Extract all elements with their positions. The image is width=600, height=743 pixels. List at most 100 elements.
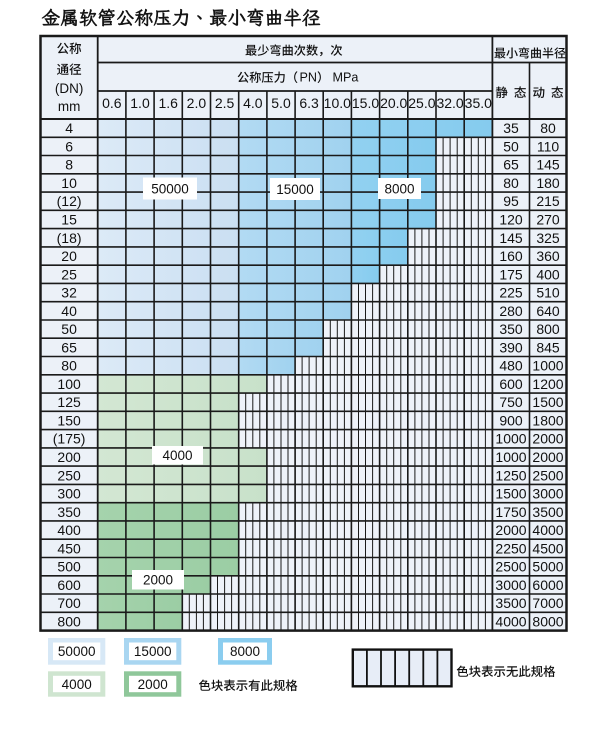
svg-text:120: 120 — [499, 212, 523, 228]
svg-text:40: 40 — [61, 303, 77, 319]
svg-text:25.0: 25.0 — [408, 95, 435, 111]
svg-text:1750: 1750 — [495, 504, 526, 520]
svg-text:35: 35 — [503, 120, 519, 136]
svg-text:2.0: 2.0 — [187, 95, 207, 111]
svg-text:mm: mm — [58, 99, 81, 114]
svg-text:250: 250 — [57, 467, 81, 483]
svg-text:400: 400 — [536, 266, 560, 282]
svg-text:8000: 8000 — [532, 613, 563, 629]
svg-text:32: 32 — [61, 285, 77, 301]
svg-text:(18): (18) — [57, 230, 82, 246]
svg-text:2500: 2500 — [532, 467, 563, 483]
svg-text:50000: 50000 — [151, 181, 189, 196]
svg-text:95: 95 — [503, 193, 519, 209]
svg-text:1.0: 1.0 — [130, 95, 150, 111]
svg-text:640: 640 — [536, 303, 560, 319]
svg-text:390: 390 — [499, 339, 523, 355]
svg-text:1000: 1000 — [495, 431, 526, 447]
svg-text:1200: 1200 — [532, 376, 563, 392]
svg-text:500: 500 — [57, 559, 81, 575]
svg-text:5000: 5000 — [532, 559, 563, 575]
svg-text:20.0: 20.0 — [380, 95, 407, 111]
svg-text:10: 10 — [61, 175, 77, 191]
svg-text:65: 65 — [503, 157, 519, 173]
svg-text:4000: 4000 — [532, 522, 563, 538]
svg-text:50: 50 — [503, 138, 519, 154]
svg-text:4.0: 4.0 — [243, 95, 263, 111]
svg-text:MPa: MPa — [333, 71, 359, 85]
svg-text:2000: 2000 — [138, 677, 168, 692]
svg-text:2000: 2000 — [495, 522, 526, 538]
svg-text:800: 800 — [536, 321, 560, 337]
svg-text:3000: 3000 — [532, 486, 563, 502]
svg-text:200: 200 — [57, 449, 81, 465]
svg-text:145: 145 — [499, 230, 523, 246]
svg-text:2000: 2000 — [143, 573, 173, 588]
svg-text:8000: 8000 — [230, 644, 260, 659]
svg-text:0.6: 0.6 — [102, 95, 122, 111]
svg-text:80: 80 — [503, 175, 519, 191]
svg-text:160: 160 — [499, 248, 523, 264]
svg-text:480: 480 — [499, 358, 523, 374]
svg-text:1500: 1500 — [532, 394, 563, 410]
svg-text:450: 450 — [57, 540, 81, 556]
svg-text:6000: 6000 — [532, 577, 563, 593]
svg-text:80: 80 — [61, 358, 77, 374]
svg-text:(12): (12) — [57, 193, 82, 209]
svg-text:225: 225 — [499, 285, 523, 301]
svg-text:175: 175 — [499, 266, 523, 282]
svg-text:8: 8 — [65, 157, 73, 173]
svg-text:32.0: 32.0 — [436, 95, 463, 111]
svg-text:100: 100 — [57, 376, 81, 392]
svg-text:3000: 3000 — [495, 577, 526, 593]
svg-text:15.0: 15.0 — [352, 95, 379, 111]
svg-text:110: 110 — [537, 138, 560, 154]
svg-text:180: 180 — [536, 175, 560, 191]
svg-text:510: 510 — [536, 285, 560, 301]
svg-text:25: 25 — [61, 266, 77, 282]
svg-text:300: 300 — [57, 486, 81, 502]
svg-text:2000: 2000 — [532, 431, 563, 447]
svg-text:400: 400 — [57, 522, 81, 538]
svg-text:PN: PN — [300, 71, 318, 85]
svg-text:1000: 1000 — [532, 358, 563, 374]
svg-text:1000: 1000 — [495, 449, 526, 465]
svg-text:6: 6 — [65, 138, 73, 154]
svg-text:50: 50 — [61, 321, 77, 337]
svg-text:215: 215 — [536, 193, 560, 209]
svg-text:125: 125 — [57, 394, 81, 410]
svg-text:(DN): (DN) — [55, 81, 84, 96]
svg-text:845: 845 — [536, 339, 560, 355]
svg-text:360: 360 — [536, 248, 560, 264]
svg-text:2500: 2500 — [495, 559, 526, 575]
svg-text:5.0: 5.0 — [271, 95, 291, 111]
svg-text:350: 350 — [499, 321, 523, 337]
svg-text:900: 900 — [499, 413, 523, 429]
svg-text:50000: 50000 — [58, 644, 96, 659]
svg-text:65: 65 — [61, 339, 77, 355]
svg-text:6.3: 6.3 — [299, 95, 319, 111]
svg-text:15000: 15000 — [134, 644, 172, 659]
svg-text:800: 800 — [57, 613, 81, 629]
svg-text:145: 145 — [536, 157, 560, 173]
svg-text:4500: 4500 — [532, 540, 563, 556]
svg-text:4000: 4000 — [62, 677, 92, 692]
svg-text:35.0: 35.0 — [465, 95, 492, 111]
svg-text:1250: 1250 — [495, 467, 526, 483]
svg-text:150: 150 — [57, 413, 81, 429]
svg-text:8000: 8000 — [384, 181, 414, 196]
svg-text:7000: 7000 — [532, 595, 563, 611]
svg-text:750: 750 — [499, 394, 523, 410]
svg-text:2.5: 2.5 — [215, 95, 235, 111]
svg-text:4: 4 — [65, 120, 73, 136]
svg-text:80: 80 — [540, 120, 556, 136]
svg-text:15: 15 — [61, 212, 77, 228]
svg-text:1800: 1800 — [532, 413, 563, 429]
svg-text:2250: 2250 — [495, 540, 526, 556]
svg-text:600: 600 — [57, 577, 81, 593]
svg-text:350: 350 — [57, 504, 81, 520]
svg-text:4000: 4000 — [162, 448, 192, 463]
svg-text:10.0: 10.0 — [324, 95, 351, 111]
svg-text:700: 700 — [57, 595, 81, 611]
svg-text:1500: 1500 — [495, 486, 526, 502]
